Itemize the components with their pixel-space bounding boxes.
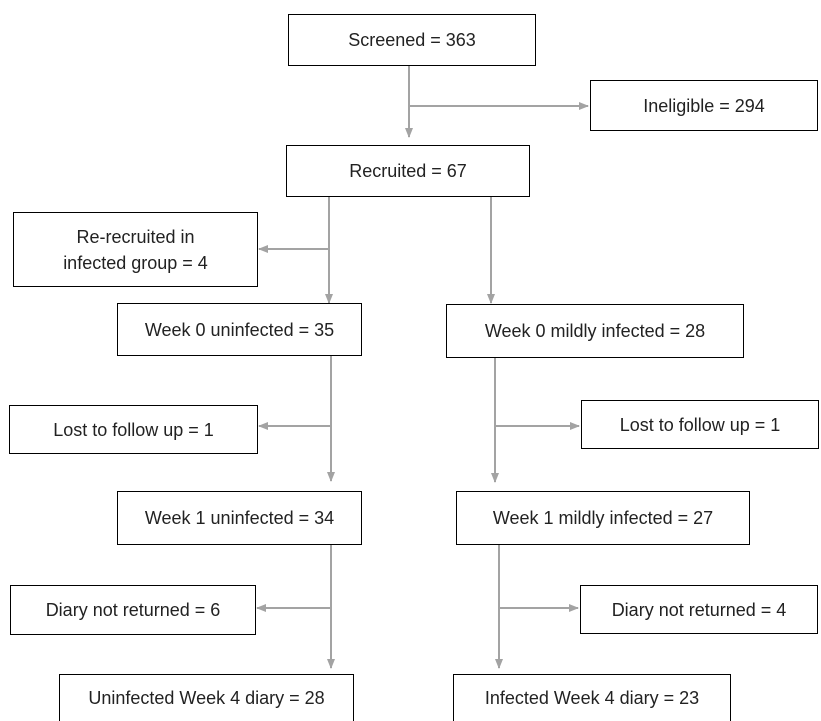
node-week1-uninfected: Week 1 uninfected = 34 <box>117 491 362 545</box>
node-week0-infected-label: Week 0 mildly infected = 28 <box>484 321 706 341</box>
node-recruited: Recruited = 67 <box>286 145 530 197</box>
node-week1-infected-label: Week 1 mildly infected = 27 <box>492 508 714 528</box>
node-week4-uninfected: Uninfected Week 4 diary = 28 <box>59 674 354 721</box>
node-ineligible-label: Ineligible = 294 <box>643 95 765 116</box>
node-diary-infected: Diary not returned = 4 <box>580 585 818 634</box>
node-lost-uninfected: Lost to follow up = 1 <box>9 405 258 454</box>
node-screened: Screened = 363 <box>288 14 536 66</box>
node-rerecruited: Re-recruited in infected group = 4 <box>13 212 258 287</box>
node-week4-uninfected-label: Uninfected Week 4 diary = 28 <box>88 688 325 708</box>
node-diary-uninfected-label: Diary not returned = 6 <box>45 600 221 620</box>
node-lost-uninfected-label: Lost to follow up = 1 <box>53 419 214 440</box>
node-screened-label: Screened = 363 <box>348 30 476 50</box>
node-week4-infected: Infected Week 4 diary = 23 <box>453 674 731 721</box>
node-rerecruited-label-line2: infected group = 4 <box>63 252 208 273</box>
node-week4-infected-label: Infected Week 4 diary = 23 <box>484 688 700 708</box>
node-week0-uninfected: Week 0 uninfected = 35 <box>117 303 362 356</box>
node-diary-infected-label: Diary not returned = 4 <box>611 599 787 620</box>
node-week1-uninfected-label: Week 1 uninfected = 34 <box>144 508 335 528</box>
node-recruited-label: Recruited = 67 <box>349 161 467 181</box>
node-lost-infected-label: Lost to follow up = 1 <box>619 414 781 435</box>
node-rerecruited-label-line1: Re-recruited in <box>76 226 195 247</box>
node-week0-infected: Week 0 mildly infected = 28 <box>446 304 744 358</box>
node-diary-uninfected: Diary not returned = 6 <box>10 585 256 635</box>
node-ineligible: Ineligible = 294 <box>590 80 818 131</box>
node-week0-uninfected-label: Week 0 uninfected = 35 <box>144 319 335 340</box>
node-lost-infected: Lost to follow up = 1 <box>581 400 819 449</box>
node-week1-infected: Week 1 mildly infected = 27 <box>456 491 750 545</box>
